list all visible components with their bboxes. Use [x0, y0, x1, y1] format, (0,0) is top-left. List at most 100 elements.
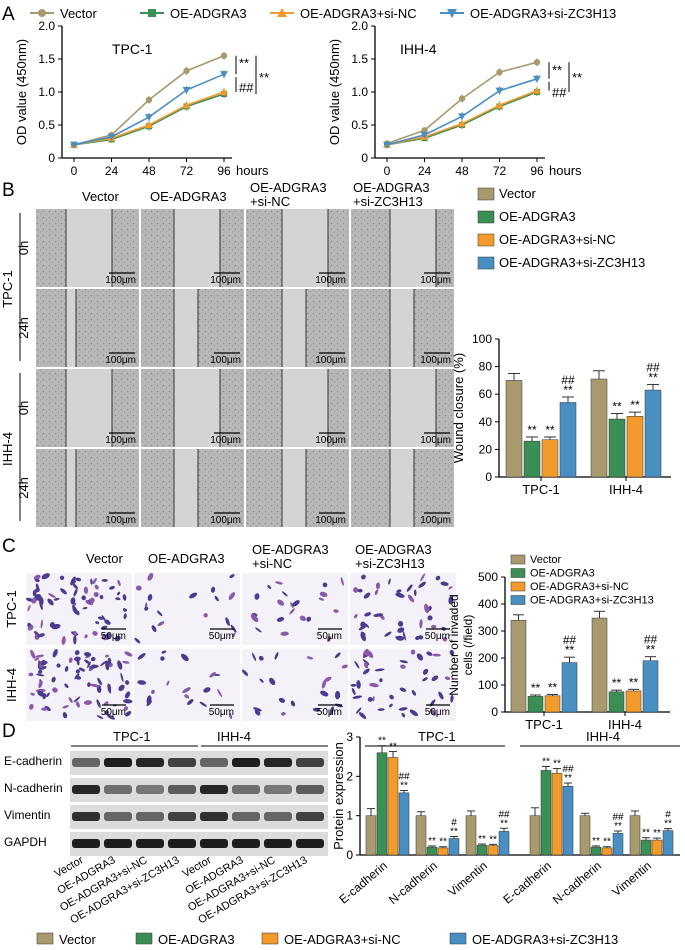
bar-ihh-4-0 [590, 378, 608, 478]
bar-tpc-1-n-cadherin-2 [437, 847, 449, 856]
legend-swatch [261, 932, 279, 945]
cell-spot [94, 584, 99, 590]
cell-spot [431, 675, 439, 682]
blot-band [104, 839, 132, 848]
y-axis-label-line: Number of invaded [447, 594, 461, 695]
category-label: IHH-4 [608, 717, 642, 732]
y-tick-label: 300 [478, 624, 498, 638]
cell-spot [31, 597, 37, 604]
wound-image: 100μm [36, 209, 139, 287]
data-point [220, 52, 228, 59]
bar-tpc-1-vimentin-3 [498, 831, 510, 856]
cell-spot [97, 616, 104, 620]
cell-spot [334, 690, 341, 700]
cell-spot [397, 627, 405, 633]
cell-spot [41, 573, 50, 580]
cell-spot [389, 703, 393, 708]
cell-spot [358, 712, 367, 719]
cell-spot [70, 597, 76, 605]
wound-gap [390, 449, 414, 527]
cell-spot [407, 594, 415, 603]
wound-field [36, 289, 139, 367]
sig-mark: ** [664, 819, 672, 830]
cell-spot [51, 676, 56, 683]
time-label: 24h [16, 317, 31, 339]
wound-image: 100μm [351, 449, 454, 527]
col-header-line: Vector [86, 551, 124, 566]
wound-legend: Vector OE-ADGRA3 OE-ADGRA3+si-NC OE-ADGRA3+… [477, 186, 645, 270]
legend-label: Vector [499, 186, 537, 201]
scale-bar-label: 100μm [315, 435, 346, 446]
bar-tpc-1-n-cadherin-1 [426, 846, 438, 856]
blot-band [104, 812, 132, 821]
cell-spot [306, 656, 314, 660]
y-tick-label: 0 [491, 705, 498, 719]
cell-spot [203, 613, 208, 618]
cell-spot [48, 593, 56, 598]
cell-spot [374, 668, 385, 672]
cell-spot [324, 676, 332, 682]
time-label: 0h [16, 401, 31, 415]
col-header: OE-ADGRA3 +si-NC [252, 542, 329, 571]
cell-spot [199, 701, 207, 707]
col-header: OE-ADGRA3 +si-ZC3H13 [353, 180, 430, 209]
col-header: Vector [82, 189, 120, 204]
cell-spot [242, 669, 249, 676]
category-label: TPC-1 [525, 717, 563, 732]
cell-spot [84, 659, 91, 665]
sig-mark: ** [612, 400, 622, 414]
bar-tpc-1-e-cadherin-2 [387, 757, 399, 856]
cell-spot [281, 591, 288, 597]
cell-spot [49, 621, 55, 628]
wound-image: 100μm [351, 209, 454, 287]
sig-mark: ** [614, 821, 622, 832]
cell-line-label: TPC-1 [4, 590, 19, 628]
legend-label: OE-ADGRA3 [158, 932, 235, 947]
cell-spot [329, 706, 334, 715]
transwell-image: 50μm [242, 649, 348, 721]
cell-spot [99, 595, 104, 600]
legend-vector-label: Vector [60, 6, 98, 21]
wound-image: 100μm [141, 209, 244, 287]
cell-spot [82, 606, 88, 610]
sig-mark: ## [563, 633, 577, 647]
wound-gap [66, 449, 76, 527]
cell-spot [299, 615, 307, 622]
cell-spot [217, 688, 223, 698]
sig-mark: ** [553, 758, 561, 769]
blot-band [104, 785, 132, 794]
cell-spot [108, 662, 113, 668]
wound-gap [174, 449, 198, 527]
cell-spot [35, 654, 44, 658]
scale-bar-label: 100μm [210, 355, 241, 366]
bar-ihh-4-3 [642, 660, 659, 713]
col-header: OE-ADGRA3 +si-ZC3H13 [355, 542, 432, 571]
cell-spot [115, 597, 121, 601]
blot-band [72, 758, 100, 767]
data-point [421, 127, 428, 134]
data-point [145, 114, 153, 122]
data-point [458, 119, 466, 127]
wound-gap [174, 209, 220, 287]
cell-spot [362, 668, 370, 675]
cell-spot [312, 707, 321, 712]
cell-spot [93, 592, 99, 598]
sig-mark: ** [548, 680, 558, 694]
cell-spot [418, 581, 426, 588]
wound-gap [282, 369, 328, 447]
scale-bar-label: 100μm [315, 515, 346, 526]
bar-tpc-1-e-cadherin-3 [398, 792, 410, 856]
legend-swatch [477, 187, 495, 201]
cell-spot [432, 653, 441, 657]
cell-spot [38, 595, 43, 600]
cell-spot [396, 589, 402, 594]
col-header-line: OE-ADGRA3 [252, 542, 329, 557]
cell-spot [209, 671, 216, 678]
bar-ihh-4-0 [591, 617, 608, 713]
transwell-field [242, 573, 348, 645]
cell-spot [290, 700, 296, 707]
